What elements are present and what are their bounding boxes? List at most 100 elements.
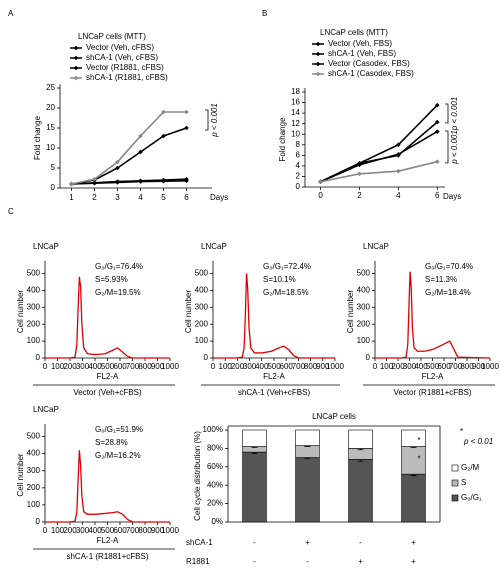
marker bbox=[396, 142, 401, 148]
y-tick-label: 200 bbox=[27, 483, 41, 492]
chart-title: LNCaP bbox=[33, 242, 59, 251]
series-line bbox=[71, 180, 187, 185]
x-tick-label: 200 bbox=[231, 362, 245, 371]
x-tick-label: 800 bbox=[138, 362, 152, 371]
x-tick-label: 200 bbox=[391, 362, 405, 371]
histogram-trace bbox=[375, 271, 491, 359]
legend-marker bbox=[315, 71, 321, 77]
x-tick-label: 700 bbox=[126, 362, 140, 371]
x-tick-label: 2 bbox=[92, 193, 97, 202]
x-tick-label: 600 bbox=[113, 362, 127, 371]
bar-segment bbox=[401, 446, 426, 475]
marker bbox=[434, 129, 440, 134]
legend-label: Vector (R1881, cFBS) bbox=[86, 63, 164, 72]
marker bbox=[161, 178, 166, 184]
y-tick-label: 500 bbox=[27, 269, 41, 278]
x-tick-label: 600 bbox=[113, 526, 127, 535]
marker bbox=[184, 125, 189, 131]
x-tick-label: 500 bbox=[101, 526, 115, 535]
marker bbox=[69, 181, 74, 187]
marker bbox=[92, 176, 97, 182]
marker bbox=[184, 178, 189, 184]
marker bbox=[115, 180, 120, 185]
y-tick-label: 400 bbox=[357, 285, 371, 294]
panel-label: B bbox=[262, 9, 267, 18]
p-value: p < 0.01 bbox=[463, 437, 493, 446]
stat-label: G₀/G₁=51.9% bbox=[95, 425, 143, 434]
y-tick-label: 6 bbox=[296, 150, 301, 159]
marker bbox=[184, 109, 189, 115]
marker bbox=[115, 165, 120, 171]
stat-label: S=11.3% bbox=[425, 275, 457, 284]
series-line bbox=[320, 160, 438, 183]
x-tick-label: 600 bbox=[280, 362, 294, 371]
condition-label: shCA-1 bbox=[186, 538, 213, 547]
y-tick-label: 300 bbox=[27, 302, 41, 311]
x-tick-label: 1000 bbox=[481, 362, 499, 371]
legend-marker bbox=[73, 75, 79, 81]
x-tick-label: 100 bbox=[51, 362, 65, 371]
series-line bbox=[320, 104, 438, 183]
y-tick-label: 300 bbox=[357, 302, 371, 311]
y-tick-label: 4 bbox=[296, 161, 301, 170]
bar-segment bbox=[401, 473, 426, 523]
x-tick-label: 1000 bbox=[161, 362, 179, 371]
y-tick-label: 300 bbox=[195, 302, 209, 311]
histogram-trace bbox=[45, 276, 170, 359]
y-tick-label: 12 bbox=[291, 119, 300, 128]
y-tick-label: 14 bbox=[291, 108, 300, 117]
x-tick-label: 5 bbox=[161, 193, 166, 202]
marker bbox=[161, 109, 166, 115]
x-tick-label: 300 bbox=[76, 362, 90, 371]
p-value: p < 0.001 bbox=[450, 97, 459, 132]
x-tick-label: 900 bbox=[151, 526, 165, 535]
x-tick-label: 400 bbox=[255, 362, 269, 371]
marker bbox=[396, 168, 401, 174]
x-tick-label: 200 bbox=[63, 526, 77, 535]
bar-segment bbox=[242, 451, 267, 523]
bar-segment bbox=[295, 457, 320, 523]
x-axis-label: FL2-A bbox=[263, 372, 285, 381]
x-tick-label: 900 bbox=[151, 362, 165, 371]
marker bbox=[357, 162, 362, 168]
bar-segment bbox=[242, 429, 267, 447]
y-tick-label: 80% bbox=[207, 444, 223, 453]
histogram-trace bbox=[213, 273, 335, 359]
caption: Vector (Veh+cFBS) bbox=[73, 388, 142, 397]
marker bbox=[434, 159, 440, 164]
condition-value: + bbox=[411, 538, 416, 547]
marker bbox=[434, 119, 440, 125]
y-tick-label: 400 bbox=[195, 285, 209, 294]
caption: shCA-1 (Veh+cFBS) bbox=[238, 388, 311, 397]
x-tick-label: 400 bbox=[414, 362, 428, 371]
bar-segment bbox=[295, 445, 320, 458]
stat-label: G₂/M=16.2% bbox=[95, 451, 141, 460]
stat-label: G₀/G₁=72.4% bbox=[263, 262, 311, 271]
x-tick-label: 800 bbox=[304, 362, 318, 371]
y-tick-label: 2 bbox=[296, 172, 301, 181]
x-tick-label: 400 bbox=[88, 362, 102, 371]
significance-star: * bbox=[418, 455, 421, 464]
y-tick-label: 0 bbox=[36, 517, 41, 526]
panel-label: C bbox=[8, 207, 14, 216]
x-tick-label: 900 bbox=[316, 362, 330, 371]
legend-label: S bbox=[461, 478, 466, 487]
x-tick-label: 700 bbox=[126, 526, 140, 535]
y-axis-label: Fold change bbox=[278, 117, 287, 162]
y-tick-label: 500 bbox=[195, 269, 209, 278]
y-tick-label: 10 bbox=[291, 129, 300, 138]
condition-value: - bbox=[253, 557, 256, 566]
x-axis-label: Days bbox=[443, 192, 461, 201]
legend-swatch bbox=[451, 494, 459, 502]
x-tick-label: 300 bbox=[403, 362, 417, 371]
x-tick-label: 1000 bbox=[161, 526, 179, 535]
caption: Vector (R1881+cFBS) bbox=[393, 388, 471, 397]
legend-marker bbox=[73, 65, 79, 71]
histogram-trace bbox=[45, 450, 170, 523]
y-tick-label: 400 bbox=[27, 449, 41, 458]
legend-marker bbox=[315, 51, 321, 57]
x-axis-label: FL2-A bbox=[422, 372, 444, 381]
p-value: p < 0.001 bbox=[210, 103, 219, 138]
stat-label: S=28.8% bbox=[95, 438, 128, 447]
